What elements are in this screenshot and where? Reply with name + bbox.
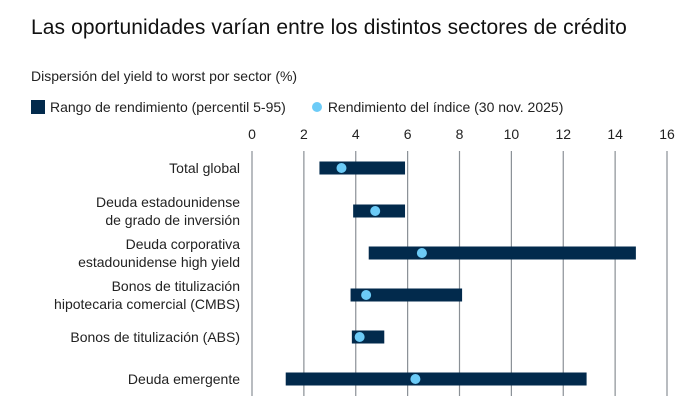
chart-title: Las oportunidades varían entre los disti… [31,16,627,39]
category-label: Deuda estadounidense [96,194,240,210]
category-label: Bonos de titulización (ABS) [70,329,240,345]
index-dot [354,332,365,342]
legend-range-label: Rango de rendimiento (percentil 5-95) [50,99,286,115]
category-label: Bonos de titulización [112,278,240,294]
category-label: Deuda corporativa [126,236,241,252]
legend: Rango de rendimiento (percentil 5-95) Re… [31,99,563,115]
category-label: estadounidense high yield [78,254,240,270]
index-dot [361,290,372,300]
index-dot [370,206,381,216]
legend-index-label: Rendimiento del índice (30 nov. 2025) [327,99,564,115]
category-label: hipotecaria comercial (CMBS) [54,296,240,312]
index-dot [410,374,421,384]
x-tick-label: 0 [248,126,256,142]
chart-subtitle: Dispersión del yield to worst por sector… [31,68,298,84]
legend-bar-swatch [31,100,45,114]
x-tick-label: 14 [607,126,623,142]
category-label: Total global [169,160,240,176]
range-bar [285,372,587,386]
range-bar [368,246,636,260]
index-dot [336,163,347,173]
x-tick-label: 16 [659,126,675,142]
range-bar [350,288,463,302]
index-dot [416,248,427,258]
x-tick-label: 4 [352,126,360,142]
category-label: Deuda emergente [128,371,240,387]
x-tick-label: 10 [504,126,520,142]
legend-dot-swatch [311,102,322,112]
x-tick-label: 2 [300,126,308,142]
category-label: de grado de inversión [105,212,240,228]
x-tick-label: 6 [404,126,412,142]
x-tick-label: 12 [555,126,571,142]
x-tick-label: 8 [456,126,464,142]
range-bar [319,161,406,175]
